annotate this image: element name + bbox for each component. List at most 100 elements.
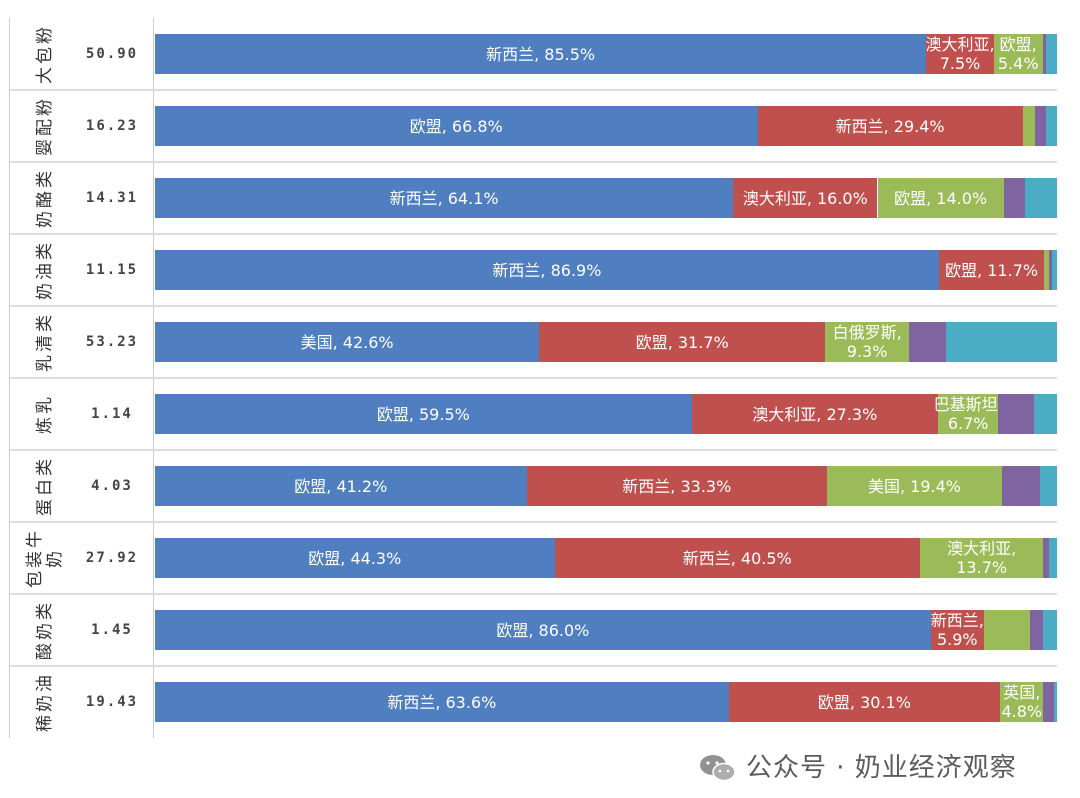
data-label: 欧盟, 11.7% [945, 260, 1039, 280]
data-label: 美国, 19.4% [867, 476, 961, 496]
row-divider [10, 305, 1057, 307]
row-divider [10, 593, 1057, 595]
bar-segment: 欧盟, 66.8% [155, 106, 758, 146]
category-label-text: 酸奶类 [35, 600, 55, 660]
data-label: 欧盟, 44.3% [308, 548, 402, 568]
bar-segment: 澳大利亚, 27.3% [691, 394, 938, 434]
row-divider [10, 89, 1057, 91]
data-label: 欧盟, 31.7% [635, 332, 729, 352]
bar-segment: 欧盟, 30.1% [728, 682, 1001, 722]
bar-segment [1046, 34, 1057, 74]
bar-segment: 澳大利亚, 13.7% [919, 538, 1044, 578]
bar-segment [1035, 106, 1047, 146]
bar-segment: 新西兰, 63.6% [155, 682, 729, 722]
bar-segment: 巴基斯坦, 6.7% [934, 394, 1003, 434]
row-divider [10, 233, 1057, 235]
category-label-text: 包装牛 奶 [25, 528, 65, 588]
total-value-label: 11.15 [85, 262, 139, 278]
data-label: 欧盟, 41.2% [294, 476, 388, 496]
category-label-text: 奶酪类 [35, 168, 55, 228]
bar-segment: 新西兰, 5.9% [930, 610, 984, 650]
data-label: 澳大利亚, 7.5% [925, 35, 995, 73]
bar-segment: 新西兰, 86.9% [155, 250, 939, 290]
bar-segment [1051, 250, 1057, 290]
bar-segment [1054, 682, 1057, 722]
bar-segment [998, 394, 1034, 434]
total-value-label: 1.45 [91, 622, 133, 638]
bar-segment [909, 322, 947, 362]
category-label: 奶油类 [20, 234, 70, 306]
data-label: 澳大利亚, 13.7% [947, 539, 1017, 577]
data-label: 欧盟, 14.0% [894, 188, 988, 208]
bar-segment: 欧盟, 41.2% [155, 466, 527, 506]
bar-segment [1003, 178, 1026, 218]
bar-segment [1048, 538, 1057, 578]
data-label: 澳大利亚, 27.3% [752, 404, 878, 424]
bar-segment: 英国, 4.8% [1000, 682, 1044, 722]
total-value-label: 53.23 [85, 334, 139, 350]
bar-segment: 澳大利亚, 16.0% [733, 178, 878, 218]
wechat-icon [700, 755, 736, 782]
category-label: 蛋白类 [20, 450, 70, 522]
data-label: 新西兰, 33.3% [622, 476, 732, 496]
data-label: 巴基斯坦, 6.7% [933, 395, 1003, 433]
bar-segment [1033, 394, 1057, 434]
data-label: 欧盟, 30.1% [817, 692, 911, 712]
data-label: 新西兰, 86.9% [492, 260, 602, 280]
bar-segment: 澳大利亚, 7.5% [925, 34, 995, 74]
data-label: 新西兰, 40.5% [682, 548, 792, 568]
chart-frame [9, 18, 1072, 738]
bar-segment [1042, 34, 1047, 74]
bar-segment [1044, 250, 1049, 290]
total-value-label: 19.43 [85, 694, 139, 710]
total-value-label: 16.23 [85, 118, 139, 134]
data-label: 欧盟, 86.0% [496, 620, 590, 640]
data-label: 澳大利亚, 16.0% [742, 188, 868, 208]
bar-segment: 白俄罗斯, 9.3% [825, 322, 910, 362]
bar-segment: 新西兰, 29.4% [757, 106, 1023, 146]
data-label: 新西兰, 29.4% [835, 116, 945, 136]
bar-segment: 欧盟, 5.4% [993, 34, 1043, 74]
bar-segment [1043, 682, 1055, 722]
data-label: 欧盟, 66.8% [409, 116, 503, 136]
category-label: 大包粉 [20, 18, 70, 90]
data-label: 英国, 4.8% [1001, 683, 1043, 721]
data-label: 新西兰, 63.6% [387, 692, 497, 712]
category-label: 炼乳 [20, 378, 70, 450]
bar-segment: 欧盟, 59.5% [155, 394, 692, 434]
bar-segment: 欧盟, 11.7% [938, 250, 1045, 290]
total-value-label: 4.03 [91, 478, 133, 494]
watermark-text: 公众号 · 奶业经济观察 [746, 753, 1017, 783]
category-label-text: 奶油类 [35, 240, 55, 300]
row-divider [10, 449, 1057, 451]
bar-segment: 欧盟, 86.0% [155, 610, 931, 650]
bar-segment: 美国, 19.4% [826, 466, 1002, 506]
bar-segment: 新西兰, 33.3% [526, 466, 827, 506]
bar-segment: 欧盟, 31.7% [539, 322, 826, 362]
category-label-text: 乳清类 [35, 312, 55, 372]
data-label: 美国, 42.6% [300, 332, 394, 352]
total-value-label: 50.90 [85, 46, 139, 62]
bar-segment [1043, 538, 1049, 578]
data-label: 新西兰, 64.1% [389, 188, 499, 208]
data-label: 欧盟, 59.5% [376, 404, 470, 424]
bar-segment [1001, 466, 1040, 506]
bar-segment [1029, 610, 1043, 650]
total-value-label: 14.31 [85, 190, 139, 206]
bar-segment: 美国, 42.6% [155, 322, 540, 362]
row-divider [10, 377, 1057, 379]
data-label: 欧盟, 5.4% [997, 35, 1039, 73]
bar-segment [983, 610, 1030, 650]
category-label: 稀奶油 [20, 666, 70, 738]
total-value-label: 27.92 [85, 550, 139, 566]
row-divider [10, 161, 1057, 163]
category-label-text: 婴配粉 [35, 96, 55, 156]
bar-segment [1048, 250, 1052, 290]
total-value-label: 1.14 [91, 406, 133, 422]
category-label-text: 稀奶油 [35, 672, 55, 732]
bar-segment [1022, 106, 1036, 146]
row-divider [10, 521, 1057, 523]
bar-segment: 新西兰, 40.5% [554, 538, 920, 578]
category-label: 婴配粉 [20, 90, 70, 162]
